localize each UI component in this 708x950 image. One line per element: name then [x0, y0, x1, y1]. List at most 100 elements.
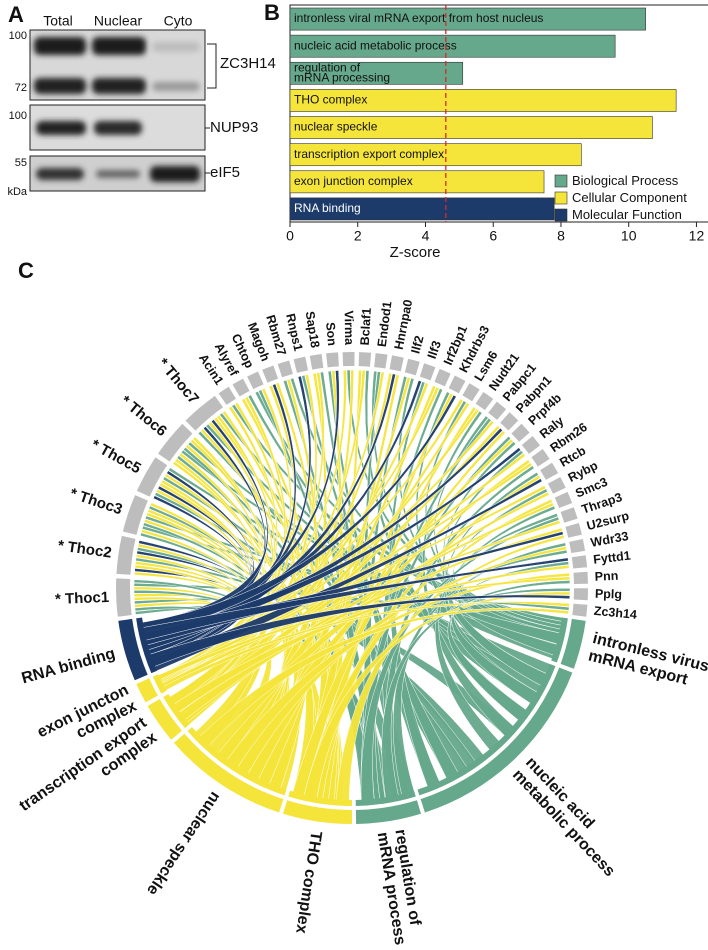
marker: 100 — [9, 30, 27, 42]
gene-arc — [389, 355, 404, 372]
gene-label: * Thoc1 — [55, 589, 110, 608]
gene-arc — [571, 555, 588, 569]
term-base — [152, 674, 167, 694]
gene-arc — [554, 491, 573, 509]
gene-label: * Thoc2 — [57, 537, 113, 561]
bar-label: nuclear speckle — [294, 120, 378, 134]
gene-arc — [511, 423, 530, 442]
gene-arc — [374, 353, 388, 369]
gene-label: Pnn — [594, 569, 618, 584]
term-base — [355, 790, 416, 806]
bar-label: RNA binding — [294, 201, 361, 215]
gene-arc — [218, 386, 236, 405]
gene-arc — [419, 363, 436, 381]
gene-arc — [404, 358, 420, 376]
marker: kDa — [7, 186, 27, 198]
gene-arc — [572, 603, 588, 617]
term-arc — [560, 618, 586, 669]
gene-label: Bclaf1 — [358, 307, 374, 345]
panel-b: intronless viral mRNA export from host n… — [286, 4, 708, 261]
gene-arc — [462, 383, 480, 402]
bracket — [207, 43, 217, 89]
gene-label: Ilf2 — [408, 334, 426, 355]
bar-label: exon junction complex — [294, 174, 413, 188]
gene-label: * Thoc5 — [88, 436, 144, 477]
bar-label: transcription export complex — [294, 147, 444, 161]
gene-arc — [565, 522, 582, 538]
bar — [289, 89, 677, 112]
x-tick-label: 10 — [621, 228, 637, 244]
term-label: intronless virusmRNA export — [587, 630, 708, 693]
marker: 72 — [15, 82, 27, 94]
x-tick-label: 6 — [489, 228, 497, 244]
column-label: Cyto — [164, 13, 193, 29]
gene-label: Ilf3 — [425, 339, 444, 361]
legend-swatch — [554, 174, 568, 188]
gene-arc — [488, 401, 507, 420]
term-base — [288, 790, 352, 806]
gene-arc — [560, 507, 578, 523]
gene-label: * Thoc7 — [154, 355, 202, 407]
column-label: Total — [43, 13, 73, 29]
panel-label: C — [18, 258, 34, 283]
term-arc — [147, 699, 182, 740]
gene-label: Virma — [342, 310, 357, 346]
gene-arc — [573, 571, 588, 585]
bar-label: nucleic acid metabolic process — [294, 38, 457, 52]
gene-arc — [521, 436, 541, 454]
marker: 55 — [15, 157, 27, 169]
term-arc — [136, 678, 158, 703]
gene-arc — [326, 352, 339, 368]
gene-arc — [116, 578, 132, 617]
term-base — [187, 727, 287, 796]
bands — [34, 37, 200, 182]
gene-arc — [116, 535, 136, 575]
chords — [133, 369, 571, 807]
panel-label: B — [264, 0, 280, 25]
panel-label: A — [8, 2, 24, 27]
panel-a: A Total Nuclear Cyto 100 72 100 55 kDa Z… — [7, 2, 275, 198]
x-tick-label: 8 — [557, 228, 565, 244]
gene-arc — [434, 368, 451, 387]
panel-c: * Thoc1 * Thoc2 * Thoc3 * Thoc5* Thoc6* Tho… — [16, 298, 708, 950]
x-tick-label: 2 — [354, 228, 362, 244]
legend-label: Molecular Function — [572, 207, 682, 222]
term-base — [136, 617, 157, 674]
gene-arc — [500, 412, 519, 431]
gene-label: * Thoc3 — [68, 485, 125, 518]
gene-arc — [185, 395, 224, 431]
gene-arc — [136, 457, 168, 497]
gene-label: Endod1 — [375, 300, 395, 347]
chord — [138, 531, 564, 647]
bar — [289, 34, 616, 58]
bar — [289, 197, 555, 221]
bar — [289, 61, 464, 85]
bar — [289, 116, 653, 139]
bar-label: intronless viral mRNA export from host n… — [294, 11, 543, 25]
gene-label: Wdr33 — [590, 529, 630, 550]
bar — [289, 143, 582, 167]
term-base — [163, 694, 190, 729]
gene-label: * Thoc6 — [117, 392, 170, 440]
legend-label: Biological Process — [572, 173, 679, 188]
x-tick-label: 4 — [422, 228, 430, 244]
term-label: RNA binding — [20, 645, 117, 687]
gene-arc — [358, 352, 372, 367]
term-label: THO complex — [292, 830, 324, 935]
gene-arc — [158, 423, 193, 462]
protein-label: NUP93 — [210, 119, 258, 136]
gene-arc — [540, 462, 559, 480]
gene-arc — [262, 365, 279, 383]
chord — [137, 557, 569, 642]
bar — [289, 170, 545, 194]
gene-label: Sap18 — [303, 310, 323, 349]
term-label: nucleic acidmetabolic process — [509, 754, 631, 880]
term-label: nuclear speckle — [143, 789, 224, 899]
chord — [381, 580, 571, 804]
gene-arc — [573, 588, 588, 601]
legend-swatch — [554, 208, 568, 222]
plot-frame — [289, 4, 708, 223]
gene-arc — [342, 352, 355, 367]
bar-label: THO complex — [294, 93, 367, 107]
